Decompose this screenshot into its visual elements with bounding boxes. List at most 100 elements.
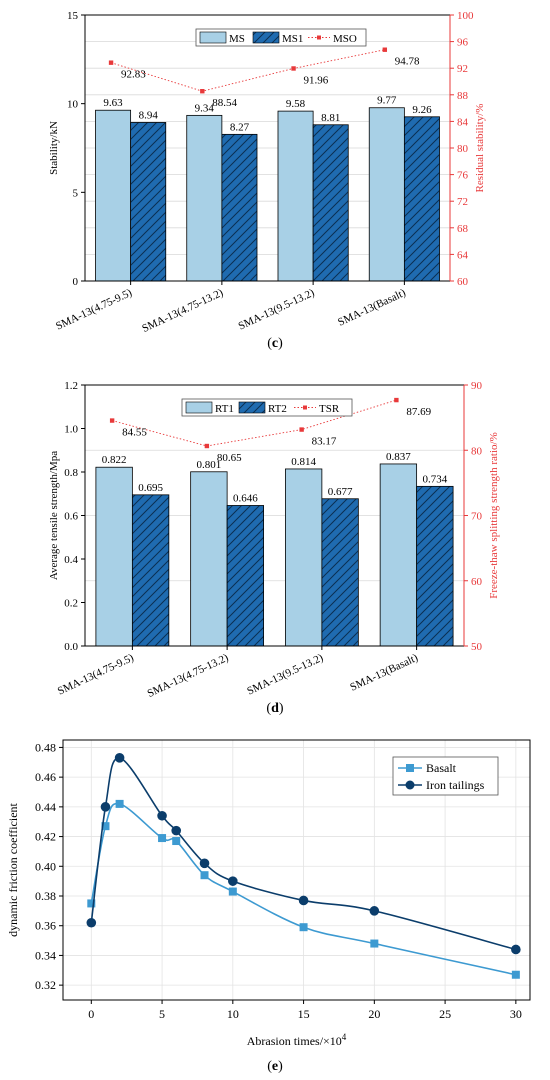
point-basalt [158,834,167,843]
y2-axis-title: Residual stability/% [474,104,486,193]
y2-axis-title: Freeze-thaw splitting strength ratio/% [488,432,500,598]
point-mso [200,89,205,94]
point-iron-tailings [199,858,210,869]
y2-tick-label: 80 [471,445,483,457]
data-label: 9.58 [286,98,306,110]
x-tick-label: SMA-13(Basalt) [336,287,408,329]
panel-caption: (e) [267,1059,283,1074]
point-iron-tailings [511,944,521,955]
x-tick-label: 15 [298,1007,310,1021]
y-tick-label: 1.0 [64,424,78,436]
y-tick-label: 0.38 [35,889,56,903]
legend-label: MS [229,33,245,45]
data-label: 0.734 [422,473,447,485]
data-label: 0.695 [138,482,163,494]
data-label: 0.837 [386,451,411,463]
y-tick-label: 0.40 [35,859,56,873]
point-iron-tailings [298,895,309,906]
bar-ms [95,109,132,282]
data-label: 9.77 [377,95,397,107]
legend-label: RT2 [268,403,287,415]
plot-frame [62,739,531,1001]
y2-tick-label: 64 [457,249,469,261]
data-label: 9.34 [195,102,215,114]
data-label: 9.26 [412,104,432,116]
point-mso [382,47,388,52]
legend: MS MS1 MSO [195,28,367,47]
legend-swatch-rt2 [238,401,266,414]
legend-label: MS1 [282,33,303,45]
y-tick-label: 15 [67,10,79,22]
x-tick-label: SMA-13(4.75-9.5) [54,287,134,333]
panel-letter: e [272,1059,278,1074]
y-tick-label: 1.2 [64,380,78,392]
point-iron-tailings [228,876,238,886]
bar-ms1 [130,122,167,282]
y-tick-label: 0.36 [35,919,56,933]
data-label: 0.646 [233,492,258,504]
data-label: 0.822 [102,454,127,466]
point-basalt [370,939,379,948]
y2-tick-label: 72 [457,196,468,208]
y-tick-label: 0.8 [64,467,78,479]
legend-marker [406,764,414,772]
x-tick-label: SMA-13(4.75-9.5) [56,652,136,698]
x-tick-label: 0 [88,1007,94,1021]
legend-box [195,28,367,47]
bar-rt2 [321,498,359,647]
bar-rt1 [379,463,418,647]
x-tick-label: SMA-13(4.75-13.2) [146,652,231,700]
point-basalt [200,871,209,880]
y-tick-label: 0.48 [35,740,56,754]
data-label: 9.63 [103,97,123,109]
legend-swatch-rt1 [185,401,213,414]
chart-c: 9.63 8.94 9.34 8.27 9.58 8.81 9.77 9.26 92.83 88.… [48,10,486,351]
legend-marker [303,405,307,410]
y2-tick-label: 92 [457,63,468,75]
y-tick-label: 0.44 [35,800,56,814]
legend-label: Basalt [426,761,457,775]
data-label: 80.65 [217,452,242,464]
bar-rt2 [416,485,454,647]
panel-letter: d [271,701,279,716]
point-iron-tailings [171,825,182,836]
x-tick-label: 25 [439,1007,451,1021]
point-iron-tailings [100,802,111,812]
point-iron-tailings [157,810,167,821]
bar-rt1 [284,468,323,647]
point-mso [108,60,114,65]
point-tsr [109,418,115,423]
y2-tick-label: 84 [457,116,469,128]
point-basalt [511,970,520,979]
y2-tick-label: 96 [457,37,469,49]
x-tick-label: 30 [510,1007,522,1021]
y-tick-label: 0.32 [35,978,56,992]
point-basalt [87,899,96,908]
y2-tick-label: 60 [457,276,469,288]
y-axis-title: Stability/kN [48,121,60,175]
point-basalt [228,887,237,896]
y2-tick-label: 60 [471,576,483,588]
y2-tick-label: 100 [457,10,474,22]
data-label: 0.814 [291,456,316,468]
bar-ms [186,114,223,282]
panel-caption: (d) [266,701,283,716]
y-tick-label: 0.34 [35,948,56,962]
data-label: 0.801 [197,459,222,471]
x-axis-title: Abrasion times/×104 [247,1032,347,1048]
legend-swatch-ms1 [252,31,280,44]
point-tsr [299,427,304,432]
point-basalt [115,799,124,808]
panel-letter: c [272,336,278,351]
data-label: 88.54 [212,97,237,109]
y-tick-label: 0.42 [35,830,56,844]
line-iron-tailings [90,757,517,951]
panel-caption: (c) [267,336,283,351]
y2-tick-label: 88 [457,90,469,102]
legend: Basalt Iron tailings [392,756,499,796]
point-iron-tailings [114,753,125,763]
y2-tick-label: 80 [457,143,469,155]
legend-swatch-ms [199,31,227,44]
bar-ms1 [403,116,440,282]
y2-tick-label: 50 [471,641,483,653]
